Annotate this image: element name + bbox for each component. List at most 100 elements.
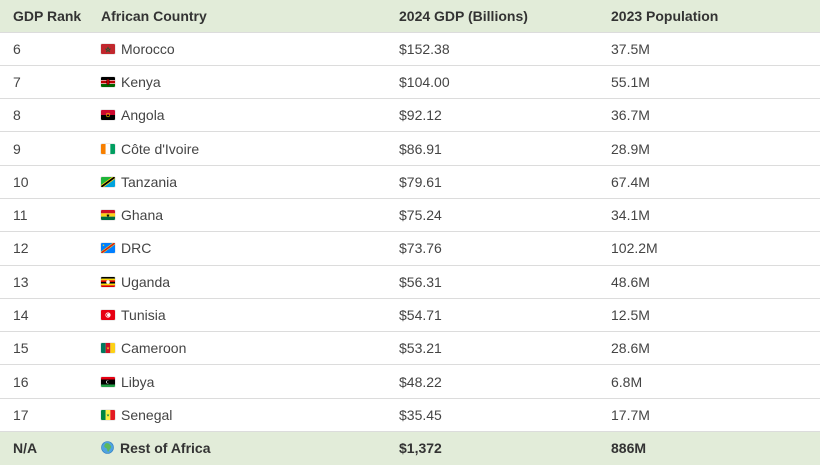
rank-cell: 17 [13,406,29,423]
gdp-cell: $92.12 [399,107,442,124]
gdp-cell: $152.38 [399,40,450,57]
morocco-flag-icon [101,43,115,54]
gdp-cell: $53.21 [399,340,442,357]
country-cell: Morocco [88,32,386,65]
drc-flag-icon [101,243,115,254]
country-cell: Tanzania [88,165,386,198]
ghana-flag-icon [101,210,115,221]
gdp-cell: $1,372 [399,440,442,457]
country-cell: Cameroon [88,332,386,365]
population-cell: 55.1M [611,73,650,90]
table-row: 11 Ghana $75.24 34.1M [0,198,820,231]
population-cell: 12.5M [611,307,650,324]
population-cell: 28.6M [611,340,650,357]
rank-cell: 12 [13,240,29,257]
gdp-cell: $75.24 [399,207,442,224]
population-cell: 36.7M [611,107,650,124]
header-african-country: African Country [101,7,207,24]
table-row: 13 Uganda $56.31 48.6M [0,265,820,298]
rank-cell: 9 [13,140,21,157]
country-cell: Rest of Africa [88,432,386,465]
country-label: Uganda [101,274,170,290]
country-name: Morocco [121,40,175,57]
country-name: Senegal [121,406,173,423]
table-row: 10 Tanzania $79.61 67.4M [0,165,820,198]
country-label: Rest of Africa [101,440,211,456]
table-row: 17 Senegal $35.45 17.7M [0,398,820,431]
globe-africa-icon [101,441,114,455]
country-label: DRC [101,240,151,256]
country-label: Cameroon [101,340,186,356]
country-cell: Angola [88,99,386,132]
rank-cell: 11 [13,207,28,224]
table-row: 14 Tunisia $54.71 12.5M [0,298,820,331]
table-row: 15 Cameroon $53.21 28.6M [0,331,820,365]
country-label: Senegal [101,407,172,423]
population-cell: 48.6M [611,273,650,290]
country-label: Ghana [101,207,163,223]
country-cell: Côte d'Ivoire [88,132,386,165]
population-cell: 28.9M [611,140,650,157]
country-cell: Kenya [88,65,386,98]
cote-divoire-flag-icon [101,143,115,154]
population-cell: 6.8M [611,373,643,390]
total-row: N/A Rest of Africa $1,372 886M [0,431,820,465]
rank-cell: 8 [13,107,21,124]
header-row: GDP Rank African Country 2024 GDP (Billi… [0,0,820,32]
header-population-2023: 2023 Population [611,7,719,24]
gdp-cell: $79.61 [399,173,442,190]
country-name: Libya [121,373,155,390]
table-row: 8 Angola $92.12 36.7M [0,98,820,132]
country-label: Côte d'Ivoire [101,141,199,157]
population-cell: 34.1M [611,207,650,224]
rank-cell: 7 [13,73,21,90]
table-row: 7 Kenya $104.00 55.1M [0,65,820,98]
gdp-cell: $73.76 [399,240,442,257]
gdp-cell: $48.22 [399,373,442,390]
population-cell: 17.7M [611,406,650,423]
country-name: DRC [121,240,152,257]
table-body: 6 Morocco $152.38 37.5M 7 Kenya $104.00 55.1M 8 A… [0,32,820,465]
header-gdp-rank: GDP Rank [13,7,82,24]
population-cell: 67.4M [611,173,650,190]
country-cell: Uganda [88,265,386,298]
table-row: 16 Libya $48.22 6.8M [0,364,820,398]
country-name: Angola [121,107,165,124]
rank-cell: 16 [13,373,29,390]
table-row: 6 Morocco $152.38 37.5M [0,32,820,65]
rank-cell: 14 [13,307,29,324]
kenya-flag-icon [101,76,115,87]
country-name: Uganda [121,273,171,290]
angola-flag-icon [101,110,115,121]
rank-cell: N/A [13,440,38,457]
country-name: Rest of Africa [120,439,211,456]
gdp-cell: $35.45 [399,406,442,423]
country-label: Tunisia [101,307,166,323]
country-name: Kenya [121,73,161,90]
gdp-cell: $54.71 [399,307,442,324]
gdp-cell: $86.91 [399,140,442,157]
header-gdp-2024: 2024 GDP (Billions) [399,7,528,24]
population-cell: 886M [611,440,647,457]
country-cell: DRC [88,232,386,265]
country-name: Tunisia [121,307,166,324]
country-label: Angola [101,107,165,123]
table-header: GDP Rank African Country 2024 GDP (Billi… [0,0,820,32]
gdp-cell: $56.31 [399,273,442,290]
rank-cell: 13 [13,273,29,290]
country-name: Cameroon [121,340,187,357]
country-label: Libya [101,374,154,390]
country-name: Côte d'Ivoire [121,140,200,157]
rank-cell: 6 [13,40,21,57]
country-name: Tanzania [121,173,178,190]
senegal-flag-icon [101,409,115,420]
country-cell: Ghana [88,198,386,231]
country-label: Morocco [101,41,175,57]
gdp-cell: $104.00 [399,73,450,90]
table-row: 9 Côte d'Ivoire $86.91 28.9M [0,131,820,165]
table-row: 12 DRC $73.76 102.2M [0,231,820,265]
country-cell: Libya [88,365,386,398]
country-label: Tanzania [101,174,177,190]
population-cell: 102.2M [611,240,658,257]
